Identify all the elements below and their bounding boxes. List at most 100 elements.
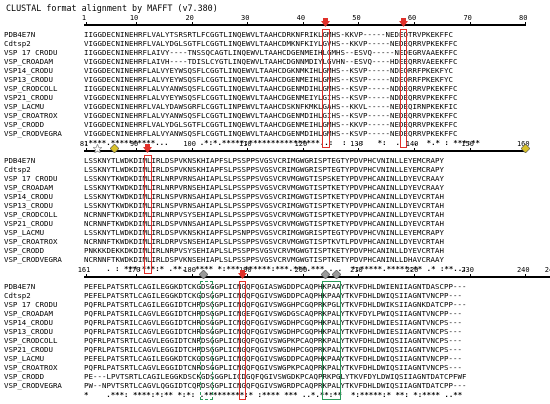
ruler-label: 170 <box>127 266 141 274</box>
sequence-name: VSP13_CRODU <box>4 75 53 84</box>
alignment-row: VSP 17 CRODU PQFRLPATSRTLCAGILEGGIDTCHRDS… <box>0 300 550 309</box>
alignment-row: VSP_CRODCOLL NCRNNFTKWDKDIMLIRLNRPVSYSEHI… <box>0 210 550 219</box>
sequence-residues: PQFRLPATSRILCAGVLEGGIDTCHRDSGGPLICNGQFQG… <box>84 327 462 336</box>
ruler-tick <box>136 148 138 152</box>
alignment-row: VSP21_CRODU NCRNNFTKWDKDIMLIRLDSPVNNSAHIA… <box>0 219 550 228</box>
sequence-residues: PW--NPVTSRTLCAGVLQGGIDTCQRDSGGPLICNGQFQG… <box>84 381 467 390</box>
ruler-tick <box>414 274 416 278</box>
ruler-label: 70 <box>463 14 472 22</box>
red-arrow-marker-icon <box>143 144 153 153</box>
sequence-residues: IIGGDECNINEHRFLALVYANWSQSFLCGGTLINQEWVLT… <box>84 84 458 93</box>
alignment-row: VSP13_CRODU PQFRLPATSRILCAGVLEGGIDTCHRDSG… <box>0 327 550 336</box>
sequence-name: VSP_LACMU <box>4 228 45 237</box>
ruler-tick <box>136 22 138 26</box>
sequence-name: VSP21_CRODU <box>4 93 53 102</box>
sequence-name: Cdtsp2 <box>4 291 31 300</box>
sequence-name: VSP_CROADAM <box>4 309 53 318</box>
ruler-tick <box>191 274 193 278</box>
sequence-name: VSP_CRODVEGRA <box>4 255 62 264</box>
sequence-name: PDB4E7N <box>4 156 36 165</box>
alignment-row: PDB4E7N LSSKNYTLWDKDIMLIRLDSPVKNSKHIAPFSL… <box>0 156 550 165</box>
sequence-residues: PQFRLPATSRILCAGVLEGGIDTCHRDSGGPLICNGQFQG… <box>84 345 462 354</box>
sequence-name: VSP_CRODCOLL <box>4 84 58 93</box>
alignment-row: VSP_LACMU LSSKNYTLWDKDIMLIRLDSPVKNSKHIAPF… <box>0 228 550 237</box>
sequence-name: VSP14_CRODU <box>4 192 53 201</box>
ruler-label: 30 <box>241 14 250 22</box>
ruler-label: 180 <box>183 266 196 274</box>
alignment-row: VSP_CROATROX VIGGDECNINEHRFLALVYANWSQSFLC… <box>0 111 550 120</box>
ruler-label: 100 <box>183 140 196 148</box>
ruler-label: 230 <box>461 266 474 274</box>
sequence-residues: PQFRLPATSRILCAGVLEGGIDTCHRDSGGPLICNGEFQG… <box>84 309 462 318</box>
sequence-residues: PNKKKDEKKDKDIMLIRLNRPVSYSEHIAPLSLPSSPPSV… <box>84 246 444 255</box>
ruler-tick <box>247 274 249 278</box>
diamond-marker-icon <box>321 270 331 279</box>
ruler-tick <box>414 148 416 152</box>
conserved-residue-box <box>399 29 408 148</box>
ruler-label: 90 <box>129 140 139 148</box>
sequence-residues: LSSKNYTKWDKDIMLIRLNRPVRNSAHIAPLSLPSSPPSV… <box>84 174 444 183</box>
ruler-tick <box>525 22 527 26</box>
sequence-name: VSP13_CRODU <box>4 327 53 336</box>
sequence-name: VSP_CRODD <box>4 372 45 381</box>
sequence-residues: PQFRLPATSRTLCAGILEGGIDTCHRDSGGPLICNGQFQG… <box>84 300 467 309</box>
sequence-name: VSP21_CRODU <box>4 345 53 354</box>
ruler-tick <box>247 22 249 26</box>
alignment-row: VSP21_CRODU PQFRLPATSRILCAGVLEGGIDTCHRDSG… <box>0 345 550 354</box>
sequence-residues: PEFELPATSRTLCAGILEGGKDTCKGDSGGPLICNGQFQG… <box>84 291 462 300</box>
alignment-row: VSP 17 CRODU LSSKNYTKWDKDIMLIRLNRPVRNSAHI… <box>0 174 550 183</box>
ruler-tick <box>414 22 416 26</box>
ruler-tick <box>302 274 304 278</box>
ruler-tick <box>247 148 249 152</box>
conserved-residue-box <box>144 155 152 274</box>
sequence-name: VSP_CRODCOLL <box>4 336 58 345</box>
ruler-tick <box>358 274 360 278</box>
consensus-line: . : ***:***:* .**. **** *:*** ******:***… <box>84 264 467 273</box>
alignment-row: VSP_CRODVEGRA NCRNNFTKWDKDIMLIRLDSPVKNSEH… <box>0 255 550 264</box>
alignment-row: VSP_CROADAM LSSKNYTKWDKDIMLIRLNRPVRNSEHIA… <box>0 183 550 192</box>
sequence-residues: VIGGDECNINEHRFLALVYANWSQSFLCGGTLINQEWVLT… <box>84 129 458 138</box>
motif-highlight-box <box>199 281 213 400</box>
alignment-row: VSP21_CRODU VIGGDECNINEHRFLALVYEYWSQSFLCG… <box>0 93 550 102</box>
sequence-residues: NCRNNFTKWDKDIMLIRLDSPVNNSAHIAPLSLPSSPPSV… <box>84 219 444 228</box>
alignment-row: PDB4E7N PEFELPATSRTLCAGILEGGKDTCKGDSGGPLI… <box>0 282 550 291</box>
alignment-row: VSP_CROADAM PQFRLPATSRILCAGVLEGGIDTCHRDSG… <box>0 309 550 318</box>
ruler-label: 245 <box>544 266 550 274</box>
alignment-row: VSP_CRODVEGRA PW--NPVTSRTLCAGVLQGGIDTCQRD… <box>0 381 550 390</box>
diamond-marker-icon <box>521 144 531 153</box>
sequence-residues: PEFELPATSRTLCAGILEGGKDTCKGDSGGPLICNGQFQG… <box>84 354 462 363</box>
ruler-tick <box>191 148 193 152</box>
sequence-name: Cdtsp2 <box>4 39 31 48</box>
ruler-label: 140 <box>405 140 419 148</box>
sequence-name: VSP 17 CRODU <box>4 48 58 57</box>
ruler-label: 150 <box>461 140 474 148</box>
ruler-tick <box>358 22 360 26</box>
alignment-row: PDB4E7N IIGGDECNINEHRFLVALYTSRSRTLFCGGTLI… <box>0 30 550 39</box>
sequence-name: VSP14_CRODU <box>4 66 53 75</box>
sequence-residues: IIGGDECNINEHRFLAIVY----TNSSQCAGTLINQEWVL… <box>84 48 458 57</box>
conserved-residue-box <box>238 281 247 400</box>
alignment-row: Cdtsp2 LSSKNYTLWDKDIMLIRLDSPVKNSKHIAPFSLP… <box>0 165 550 174</box>
ruler-label: 81 <box>79 140 89 148</box>
sequence-name: VSP_LACMU <box>4 102 45 111</box>
alignment-row: VSP_CRODD PNKKKDEKKDKDIMLIRLNRPVSYSEHIAPL… <box>0 246 550 255</box>
sequence-residues: LSSKNYTLWDKDIMLIRLDSPVKNSKHIAPFSLPSNPPSV… <box>84 228 444 237</box>
sequence-residues: PQFRLPATSRILCAGVLEGGIDTCHRDSGGPLICNGQFQG… <box>84 318 462 327</box>
ruler-label: 1 <box>81 14 87 22</box>
alignment-row: VSP14_CRODU PQFRLPATSRILCAGVLEGGIDTCHRDSG… <box>0 318 550 327</box>
red-arrow-marker-icon <box>321 18 331 27</box>
alignment-row: Cdtsp2 PEFELPATSRTLCAGILEGGKDTCKGDSGGPLIC… <box>0 291 550 300</box>
diamond-marker-icon <box>198 270 208 279</box>
ruler-label: 50 <box>352 14 361 22</box>
sequence-name: VSP_CROATROX <box>4 237 58 246</box>
sequence-name: VSP14_CRODU <box>4 318 53 327</box>
sequence-residues: PQFRLPATSRTLCAGVLEGGIDTCNRDSGGPLICNGQFQG… <box>84 336 462 345</box>
ruler-label: 161 <box>77 266 91 274</box>
ruler-tick <box>86 274 87 278</box>
alignment-row: Cdtsp2 VIGGDECNINEHRFLVALYDGLSGTFLCGGTLIN… <box>0 39 550 48</box>
sequence-residues: NCRNNFTKWDKDIMLIRLNRPVSYSEHIAPLSLPSSPPSV… <box>84 210 444 219</box>
conserved-residue-box <box>322 29 330 148</box>
sequence-residues: VIGGDECNINEHRFLALVYANWSQSFLCGGTLINQEWVLT… <box>84 111 458 120</box>
sequence-name: VSP_CRODD <box>4 120 45 129</box>
ruler-tick <box>302 148 304 152</box>
